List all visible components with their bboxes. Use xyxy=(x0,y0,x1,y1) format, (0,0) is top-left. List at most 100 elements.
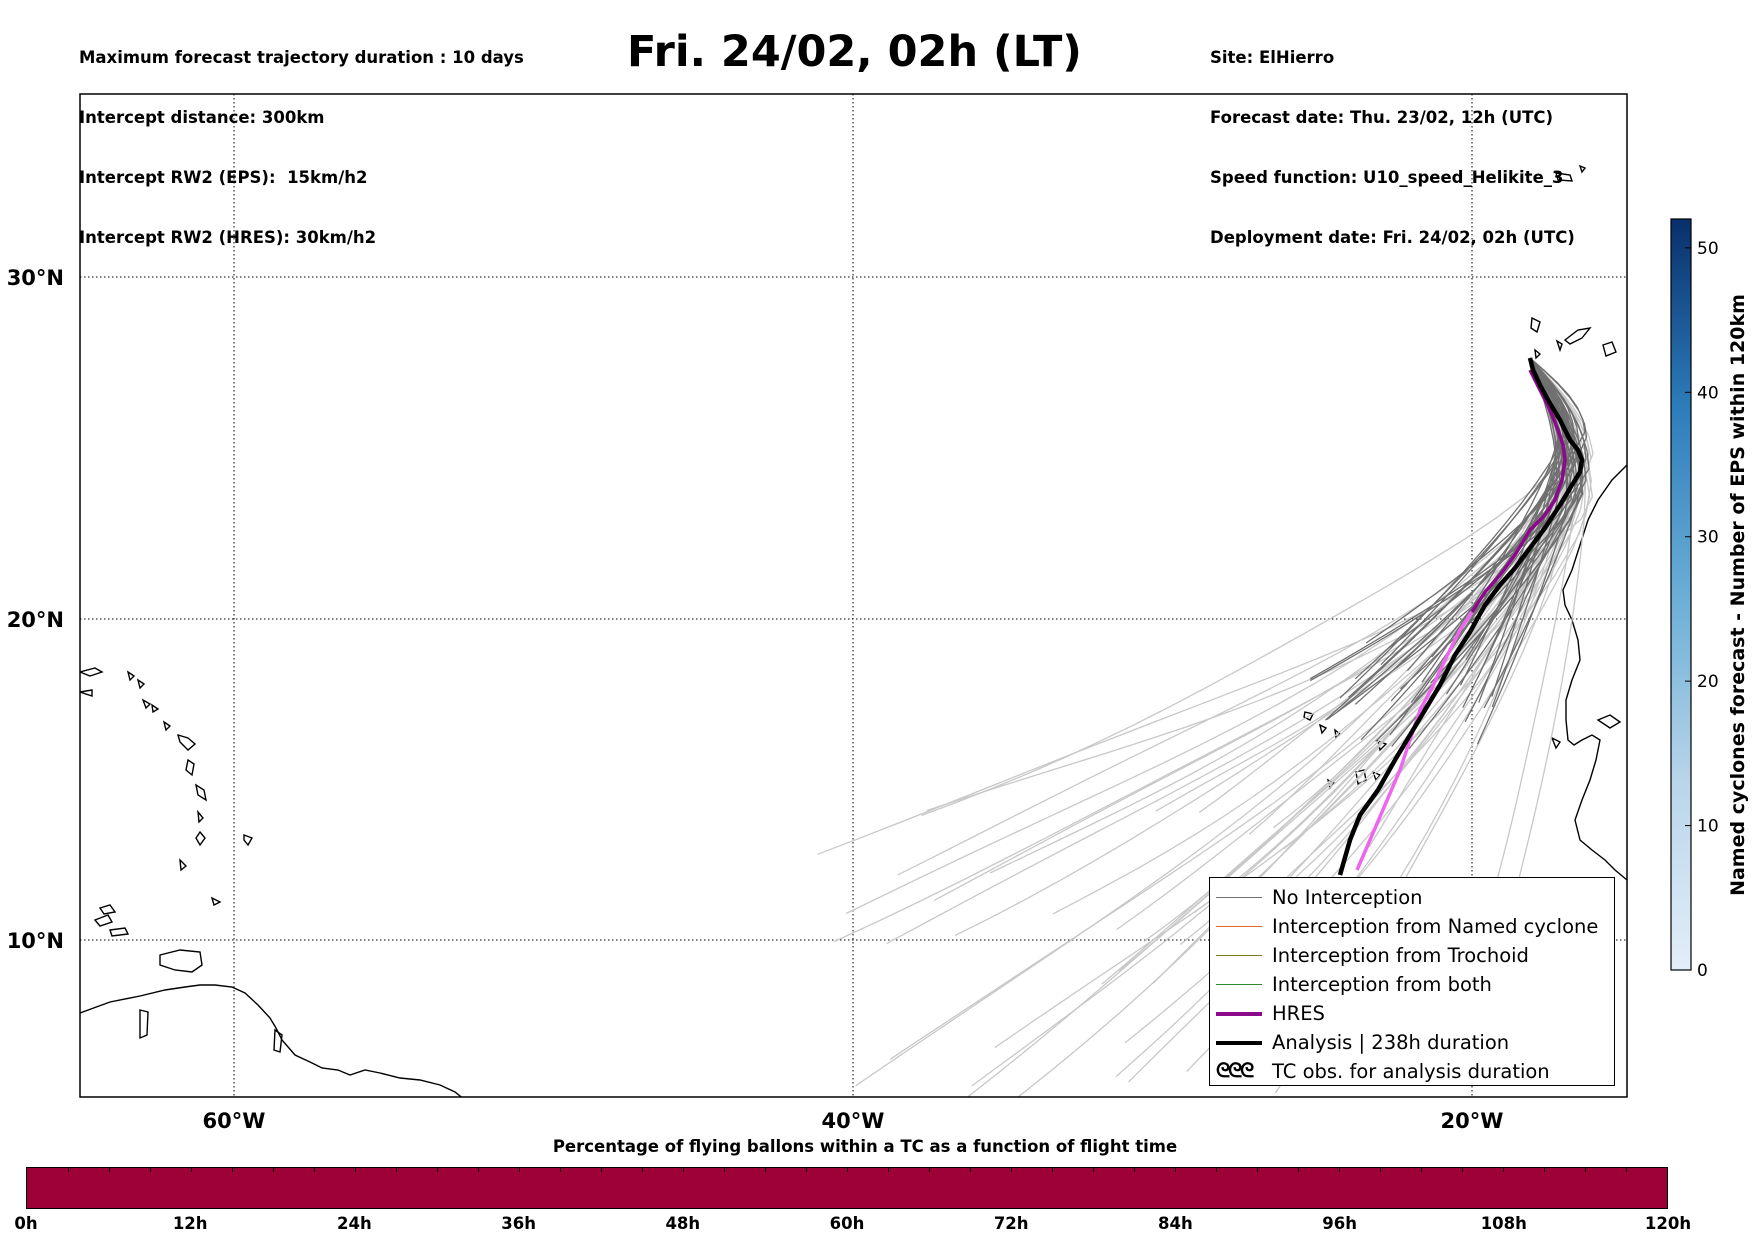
timebar-tick-label: 60h xyxy=(829,1214,865,1233)
timebar-tick-label: 72h xyxy=(993,1214,1029,1233)
timebar-title: Percentage of flying ballons within a TC… xyxy=(552,1137,1178,1156)
timebar-minor-tick xyxy=(1421,1168,1422,1172)
timebar-minor-tick xyxy=(1134,1168,1135,1172)
timebar-minor-tick xyxy=(1585,1168,1586,1172)
timebar-minor-tick xyxy=(601,1168,602,1172)
timebar-minor-tick xyxy=(1257,1168,1258,1172)
header-line: Intercept distance: 300km xyxy=(79,108,325,127)
timebar-minor-tick xyxy=(191,1168,192,1172)
legend: No Interception Interception from Named … xyxy=(1209,877,1615,1086)
header-line: Deployment date: Fri. 24/02, 02h (UTC) xyxy=(1210,228,1575,247)
legend-item-no-interception: No Interception xyxy=(1210,884,1610,912)
timebar-minor-tick xyxy=(314,1168,315,1172)
timebar-minor-tick xyxy=(1503,1168,1504,1172)
legend-label: Interception from Trochoid xyxy=(1272,944,1529,967)
lat-tick-20n: 20°N xyxy=(7,608,64,632)
timebar-minor-tick xyxy=(437,1168,438,1172)
header-line: Site: ElHierro xyxy=(1210,48,1335,67)
legend-swatch xyxy=(1216,897,1262,898)
legend-label: HRES xyxy=(1272,1002,1325,1025)
timebar-tick-label: 96h xyxy=(1322,1214,1357,1233)
legend-label: No Interception xyxy=(1272,886,1423,909)
colorbar-tick-label: 40 xyxy=(1697,383,1719,403)
timebar-minor-tick xyxy=(888,1168,889,1172)
timebar xyxy=(26,1167,1668,1209)
timebar-minor-tick xyxy=(1093,1168,1094,1172)
timebar-minor-tick xyxy=(109,1168,110,1172)
map-frame xyxy=(79,93,1628,1098)
legend-label: Interception from both xyxy=(1272,973,1492,996)
lon-tick-20w: 20°W xyxy=(1441,1109,1504,1133)
legend-item-hres: HRES xyxy=(1210,1000,1610,1028)
timebar-minor-tick xyxy=(1175,1168,1176,1172)
lat-tick-10n: 10°N xyxy=(7,929,64,953)
legend-swatch xyxy=(1216,926,1262,927)
timebar-minor-tick xyxy=(396,1168,397,1172)
timebar-minor-tick xyxy=(724,1168,725,1172)
timebar-tick-label: 36h xyxy=(501,1214,536,1233)
timebar-tick-label: 0h xyxy=(14,1214,38,1233)
legend-item-both: Interception from both xyxy=(1210,971,1610,999)
page-title: Fri. 24/02, 02h (LT) xyxy=(627,27,1082,77)
trajectory-line xyxy=(1354,357,1561,705)
legend-item-named-cyclone: Interception from Named cyclone xyxy=(1210,913,1610,941)
header-line: Intercept RW2 (EPS): 15km/h2 xyxy=(79,168,368,187)
header-info-right: Site: ElHierro Forecast date: Thu. 23/02… xyxy=(1210,8,1575,268)
timebar-minor-tick xyxy=(1544,1168,1545,1172)
timebar-minor-tick xyxy=(355,1168,356,1172)
trajectory-line xyxy=(1354,357,1567,680)
colorbar-title: Named cyclones forecast - Number of EPS … xyxy=(1720,220,1752,970)
timebar-minor-tick xyxy=(519,1168,520,1172)
header-line: Speed function: U10_speed_Helikite_3 xyxy=(1210,168,1564,187)
trajectory-line xyxy=(1276,357,1592,966)
timebar-minor-tick xyxy=(683,1168,684,1172)
timebar-tick-label: 84h xyxy=(1158,1214,1193,1233)
coastlines xyxy=(80,164,1627,1097)
lat-tick-30n: 30°N xyxy=(7,266,64,290)
trajectory-line xyxy=(1365,357,1558,644)
timebar-minor-tick xyxy=(1052,1168,1053,1172)
colorbar-tick-label: 30 xyxy=(1697,528,1719,548)
timebar-tick-label: 12h xyxy=(172,1214,208,1233)
colorbar-tick-label: 50 xyxy=(1697,239,1719,259)
hres-track xyxy=(1470,369,1567,613)
tc-obs-icon: ᘓᘓᘓ xyxy=(1216,1058,1254,1082)
timebar-minor-tick xyxy=(560,1168,561,1172)
timebar-minor-tick xyxy=(642,1168,643,1172)
colorbar-tick-label: 0 xyxy=(1697,961,1708,981)
timebar-minor-tick xyxy=(478,1168,479,1172)
legend-swatch xyxy=(1216,984,1262,985)
trajectory-line xyxy=(933,357,1562,901)
timebar-minor-tick xyxy=(68,1168,69,1172)
timebar-minor-tick xyxy=(929,1168,930,1172)
trajectory-line xyxy=(921,357,1564,817)
timebar-tick-label: 48h xyxy=(665,1214,701,1233)
timebar-minor-tick xyxy=(1298,1168,1299,1172)
legend-label: Analysis | 238h duration xyxy=(1272,1031,1510,1054)
timebar-minor-tick xyxy=(1626,1168,1627,1172)
header-line: Maximum forecast trajectory duration : 1… xyxy=(79,48,524,67)
timebar-minor-tick xyxy=(847,1168,848,1172)
trajectory-line xyxy=(1348,357,1576,698)
trajectory-line xyxy=(1389,357,1572,736)
timebar-minor-tick xyxy=(232,1168,233,1172)
timebar-minor-tick xyxy=(273,1168,274,1172)
timebar-tick-label: 24h xyxy=(337,1214,372,1233)
header-line: Intercept RW2 (HRES): 30km/h2 xyxy=(79,228,377,247)
legend-item-analysis: Analysis | 238h duration xyxy=(1210,1029,1610,1057)
header-line: Forecast date: Thu. 23/02, 12h (UTC) xyxy=(1210,108,1554,127)
trajectory-line xyxy=(1491,357,1568,708)
legend-swatch xyxy=(1216,1012,1262,1016)
legend-item-tc-obs: ᘓᘓᘓ TC obs. for analysis duration xyxy=(1210,1058,1610,1086)
timebar-tick-label: 108h xyxy=(1480,1214,1527,1233)
legend-swatch xyxy=(1216,1041,1262,1045)
timebar-tick-label: 120h xyxy=(1644,1214,1692,1233)
colorbar-tick-label: 10 xyxy=(1697,817,1719,837)
timebar-minor-tick xyxy=(970,1168,971,1172)
colorbar-tick-label: 20 xyxy=(1697,672,1719,692)
legend-label: TC obs. for analysis duration xyxy=(1272,1060,1550,1083)
timebar-minor-tick xyxy=(150,1168,151,1172)
timebar-minor-tick xyxy=(1380,1168,1381,1172)
colorbar: 0 10 20 30 40 50 xyxy=(1670,218,1719,981)
legend-item-trochoid: Interception from Trochoid xyxy=(1210,942,1610,970)
